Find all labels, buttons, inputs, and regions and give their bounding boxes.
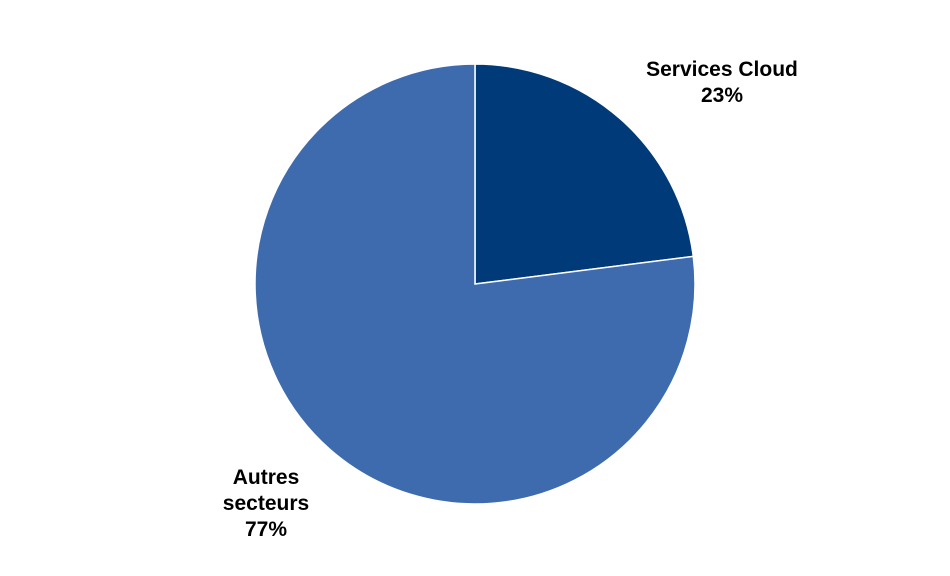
slice-label-services-cloud: Services Cloud 23% bbox=[646, 58, 798, 107]
pie-slice-autres-secteurs bbox=[254, 63, 696, 505]
slice-percent-label: 23% bbox=[701, 84, 743, 107]
pie-slices bbox=[254, 63, 696, 505]
slice-name-label: Autres bbox=[233, 466, 300, 489]
slice-name-label: secteurs bbox=[223, 492, 309, 515]
slice-label-autres-secteurs: Autres secteurs 77% bbox=[223, 466, 309, 541]
pie-slice-services-cloud bbox=[474, 63, 695, 285]
pie-labels: Services Cloud 23% Autres secteurs 77% bbox=[223, 58, 798, 541]
slice-name-label: Services Cloud bbox=[646, 58, 798, 81]
slice-percent-label: 77% bbox=[245, 518, 287, 541]
